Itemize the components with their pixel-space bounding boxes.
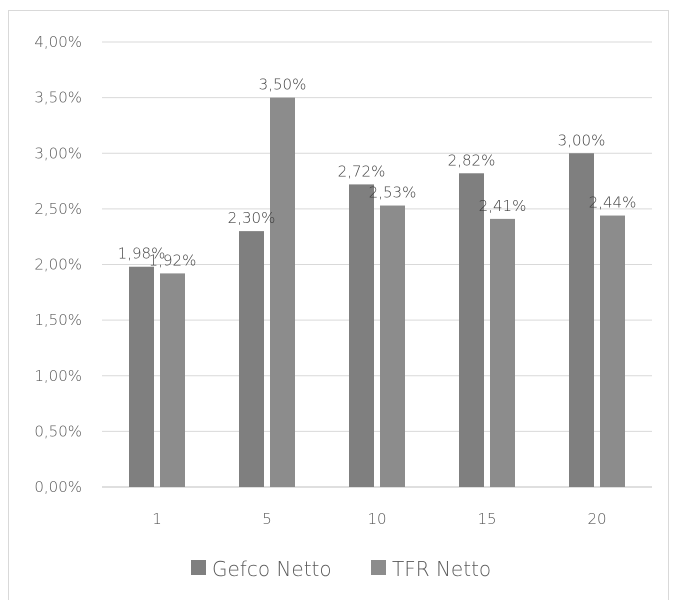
chart-frame xyxy=(8,10,669,600)
legend-swatch xyxy=(371,560,386,575)
x-tick-label: 15 xyxy=(477,510,496,528)
data-label: 3,00% xyxy=(558,131,606,149)
data-label: 3,50% xyxy=(259,76,307,94)
data-labels: 1,98%1,92% 2,30% 3,50% 2,72% 2,53% 2,82% 2,41%… xyxy=(118,76,637,270)
x-axis-tick-labels: 1 5 10 15 20 xyxy=(152,510,606,528)
y-tick-label: 4,00% xyxy=(34,33,82,51)
data-label: 1,98% xyxy=(118,245,166,263)
legend-swatch xyxy=(191,560,206,575)
y-axis-tick-labels: 0,00% 0,50% 1,00% 1,50% 2,00% 2,50% 3,00% 3,50%… xyxy=(34,33,82,496)
gridlines xyxy=(102,41,652,488)
data-label: 1,92% xyxy=(149,251,197,269)
x-tick-label: 5 xyxy=(262,510,272,528)
y-tick-label: 1,00% xyxy=(34,367,82,385)
legend: Gefco Netto TFR Netto xyxy=(191,557,491,581)
bar-tfr-netto xyxy=(270,97,295,487)
data-label: 2,82% xyxy=(448,151,496,169)
y-tick-label: 0,00% xyxy=(34,478,82,496)
y-tick-label: 3,00% xyxy=(34,144,82,162)
y-tick-label: 2,50% xyxy=(34,200,82,218)
x-tick-label: 20 xyxy=(587,510,606,528)
legend-label: TFR Netto xyxy=(392,557,491,581)
data-label: 2,53% xyxy=(369,184,417,202)
bar-gefco-netto xyxy=(349,184,374,487)
bar-gefco-netto xyxy=(459,173,484,487)
data-label: 2,44% xyxy=(589,194,637,212)
data-label: 2,41% xyxy=(479,197,527,215)
y-tick-label: 3,50% xyxy=(34,89,82,107)
legend-label: Gefco Netto xyxy=(212,557,332,581)
x-tick-label: 1 xyxy=(152,510,162,528)
data-label: 2,30% xyxy=(228,209,276,227)
bars xyxy=(129,97,625,488)
x-tick-label: 10 xyxy=(367,510,386,528)
data-label: 2,72% xyxy=(338,162,386,180)
y-tick-label: 1,50% xyxy=(34,311,82,329)
bar-gefco-netto xyxy=(569,153,594,487)
bar-tfr-netto xyxy=(160,273,185,487)
bar-tfr-netto xyxy=(490,218,515,487)
bar-tfr-netto xyxy=(600,215,625,488)
bar-gefco-netto xyxy=(239,231,264,487)
y-tick-label: 0,50% xyxy=(34,422,82,440)
bar-tfr-netto xyxy=(380,205,405,487)
bar-gefco-netto xyxy=(129,266,154,487)
y-tick-label: 2,00% xyxy=(34,256,82,274)
